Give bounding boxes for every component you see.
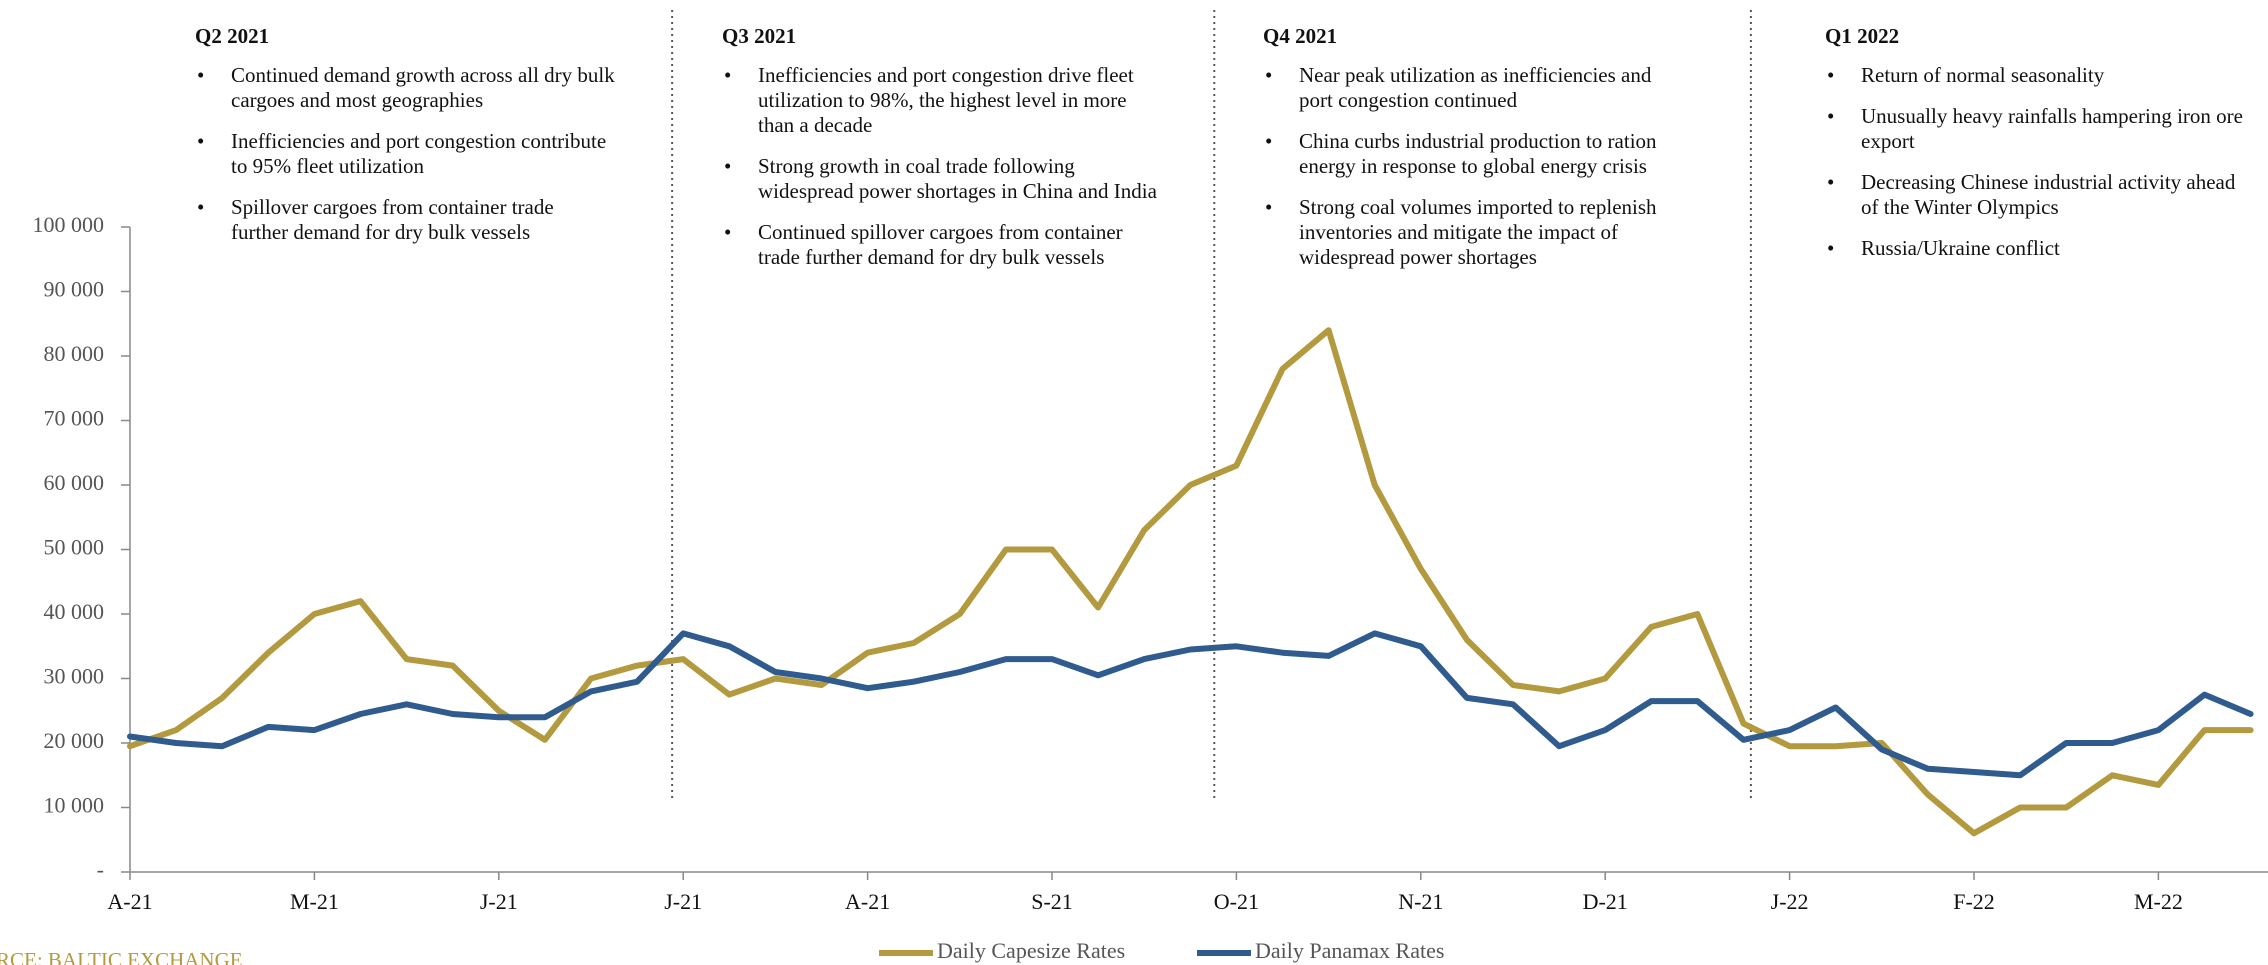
bullet: Inefficiencies and port congestion contr… <box>197 129 615 179</box>
x-tick-label: A-21 <box>107 889 152 914</box>
x-tick-label: J-22 <box>1771 889 1809 914</box>
bullet: Continued demand growth across all dry b… <box>197 63 615 113</box>
annotation: Q3 2021 Inefficiencies and port congestio… <box>722 24 1162 286</box>
y-tick-label: 100 000 <box>33 212 105 237</box>
y-tick-label: 10 000 <box>44 793 105 818</box>
series-line <box>127 327 2254 837</box>
legend-label: Daily Capesize Rates <box>937 938 1125 963</box>
bullet-list: Continued demand growth across all dry b… <box>195 63 615 245</box>
x-tick-label: S-21 <box>1031 889 1073 914</box>
bullet: China curbs industrial production to rat… <box>1265 129 1683 179</box>
x-tick-label: J-21 <box>664 889 702 914</box>
x-tick-label: M-21 <box>290 889 339 914</box>
x-tick-label: J-21 <box>480 889 518 914</box>
x-tick-label: F-22 <box>1953 889 1995 914</box>
x-tick-label: O-21 <box>1214 889 1259 914</box>
x-tick-label: N-21 <box>1398 889 1443 914</box>
annotation: Q4 2021 Near peak utilization as ineffici… <box>1263 24 1683 286</box>
x-tick-label: D-21 <box>1583 889 1628 914</box>
bullet-list: Return of normal seasonality Unusually he… <box>1825 63 2255 261</box>
bullet: Return of normal seasonality <box>1827 63 2255 88</box>
bullet: Continued spillover cargoes from contain… <box>724 220 1162 270</box>
annotation: Q1 2022 Return of normal seasonality Unusu… <box>1825 24 2255 277</box>
y-tick-label: 60 000 <box>44 470 105 495</box>
x-tick-label: A-21 <box>845 889 890 914</box>
y-tick-label: 50 000 <box>44 535 105 560</box>
x-tick-label: M-22 <box>2134 889 2183 914</box>
y-tick-label: 20 000 <box>44 728 105 753</box>
y-tick-label: 90 000 <box>44 277 105 302</box>
bullet: Unusually heavy rainfalls hampering iron… <box>1827 104 2255 154</box>
annotation: Q2 2021 Continued demand growth across al… <box>195 24 615 261</box>
bullet: Decreasing Chinese industrial activity a… <box>1827 170 2255 220</box>
annotation-title: Q1 2022 <box>1825 24 1900 48</box>
y-tick-label: 40 000 <box>44 599 105 624</box>
series-line <box>127 630 2254 779</box>
bullet: Russia/Ukraine conflict <box>1827 236 2255 261</box>
bullet: Strong growth in coal trade following wi… <box>724 154 1162 204</box>
bullet-list: Inefficiencies and port congestion drive… <box>722 63 1162 270</box>
legend-label: Daily Panamax Rates <box>1255 938 1444 963</box>
y-tick-label: - <box>97 857 104 882</box>
bullet: Inefficiencies and port congestion drive… <box>724 63 1162 138</box>
annotation-title: Q3 2021 <box>722 24 797 48</box>
y-tick-label: 30 000 <box>44 664 105 689</box>
y-tick-label: 70 000 <box>44 406 105 431</box>
y-tick-label: 80 000 <box>44 341 105 366</box>
bullet-list: Near peak utilization as inefficiencies … <box>1263 63 1683 270</box>
annotation-title: Q2 2021 <box>195 24 270 48</box>
bullet: Near peak utilization as inefficiencies … <box>1265 63 1683 113</box>
annotation-title: Q4 2021 <box>1263 24 1338 48</box>
source: SOURCE: BALTIC EXCHANGE <box>0 948 243 965</box>
bullet: Spillover cargoes from container trade f… <box>197 195 615 245</box>
bullet: Strong coal volumes imported to replenis… <box>1265 195 1683 270</box>
